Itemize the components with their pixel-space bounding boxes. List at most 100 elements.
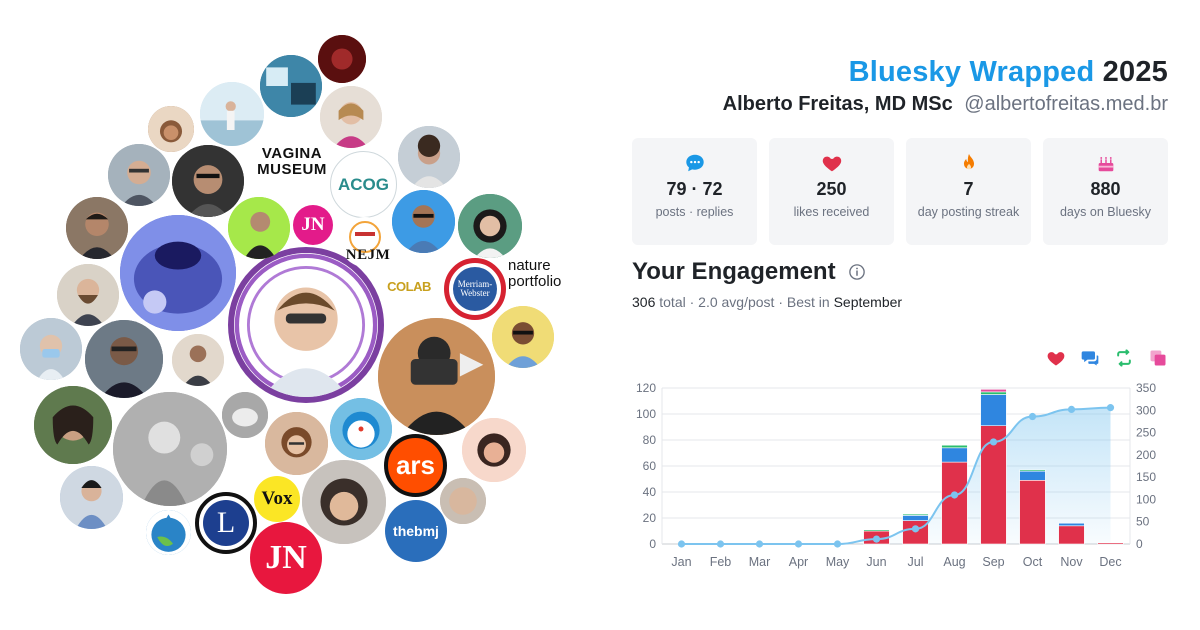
avatar-globe[interactable] bbox=[146, 510, 191, 555]
legend-repost-icon[interactable] bbox=[1114, 348, 1134, 368]
avatar-old-photo[interactable] bbox=[113, 392, 227, 506]
avatar-pink-woman[interactable] bbox=[320, 86, 382, 148]
legend-reply-icon[interactable] bbox=[1080, 348, 1100, 368]
bar-segment-reposts bbox=[1019, 469, 1046, 472]
cumulative-point bbox=[872, 535, 881, 543]
avatar-cluster: JN ars thebmj L Vox bbox=[20, 35, 562, 594]
avatar-curly-man[interactable] bbox=[398, 126, 460, 188]
avatar-glasses-blue[interactable] bbox=[392, 190, 455, 253]
bar-segment-reposts bbox=[863, 529, 890, 532]
avatar-beach-woman[interactable] bbox=[200, 82, 264, 146]
cumulative-point bbox=[950, 491, 959, 499]
avatar-vox[interactable]: Vox bbox=[254, 476, 300, 522]
bar-segment-replies bbox=[941, 447, 968, 463]
x-tick-label: May bbox=[826, 555, 850, 569]
y-right-tick-label: 350 bbox=[1136, 382, 1156, 395]
cumulative-point bbox=[989, 438, 998, 446]
avatar-main[interactable] bbox=[228, 247, 384, 403]
avatar-glasses-woman[interactable] bbox=[265, 412, 328, 475]
avatar-collage[interactable] bbox=[260, 55, 322, 117]
avatar-cartoon-woman[interactable] bbox=[462, 418, 526, 482]
stat-days: 880 days on Bluesky bbox=[1043, 138, 1168, 245]
y-left-tick-label: 40 bbox=[643, 485, 657, 499]
y-left-tick-label: 120 bbox=[636, 382, 656, 395]
avatar-cartoon-girl[interactable] bbox=[148, 106, 194, 152]
y-right-tick-label: 250 bbox=[1136, 426, 1156, 440]
avatar-merriam-webster[interactable]: Merriam- Webster bbox=[444, 258, 506, 320]
heart-icon bbox=[822, 156, 841, 172]
y-right-tick-label: 200 bbox=[1136, 448, 1156, 462]
avatar-acog[interactable]: ACOG bbox=[330, 151, 397, 218]
avatar-yellow-man[interactable] bbox=[492, 306, 554, 368]
y-right-tick-label: 150 bbox=[1136, 470, 1156, 484]
colab-logo[interactable]: COLAB bbox=[387, 279, 431, 294]
brand-title: Bluesky Wrapped bbox=[848, 56, 1095, 88]
bar-segment-reposts bbox=[941, 444, 968, 449]
x-tick-label: Jul bbox=[908, 555, 924, 569]
y-left-tick-label: 0 bbox=[649, 537, 656, 551]
avatar-bald-man-green[interactable] bbox=[228, 197, 290, 259]
avatar-glasses-man[interactable] bbox=[108, 144, 170, 206]
avatar-ars[interactable]: ars bbox=[384, 434, 447, 497]
y-right-tick-label: 300 bbox=[1136, 403, 1156, 417]
x-tick-label: Aug bbox=[943, 555, 965, 569]
avatar-mask-woman[interactable] bbox=[20, 318, 82, 380]
avatar-camera-man[interactable] bbox=[378, 318, 495, 435]
x-tick-label: Sep bbox=[982, 555, 1004, 569]
ars-logo-text: ars bbox=[395, 450, 436, 480]
stat-likes: 250 likes received bbox=[769, 138, 894, 245]
bar-segment-replies bbox=[1058, 522, 1085, 527]
y-left-tick-label: 20 bbox=[643, 511, 657, 525]
nejm-logo-text: NEJM bbox=[345, 247, 391, 263]
avatar-doraemon[interactable] bbox=[330, 398, 392, 460]
info-icon[interactable] bbox=[848, 263, 866, 281]
avatar-nejm[interactable] bbox=[340, 217, 390, 267]
avatar-blue-glass[interactable] bbox=[120, 215, 236, 331]
stat-streak-value: 7 bbox=[963, 179, 974, 199]
avatar-woman-striped[interactable] bbox=[60, 466, 123, 529]
legend-heart-icon[interactable] bbox=[1046, 348, 1066, 368]
vox-logo-text: Vox bbox=[261, 488, 293, 509]
y-right-tick-label: 100 bbox=[1136, 492, 1156, 506]
avatar-computer-man[interactable] bbox=[172, 334, 224, 386]
bar-segment-likes bbox=[1097, 542, 1124, 545]
display-name: Alberto Freitas, MD MSc bbox=[722, 93, 953, 115]
engagement-chart: 0 20 40 60 80 100 120 0 50 100 150 200 250 300 350 Jan F… bbox=[636, 382, 1156, 569]
bar-segment-replies bbox=[980, 394, 1007, 427]
l-logo-text: L bbox=[203, 500, 249, 546]
user-handle[interactable]: @albertofreitas.med.br bbox=[964, 93, 1168, 115]
chart-legend bbox=[1046, 348, 1168, 368]
bar-segment-likes bbox=[1019, 480, 1046, 545]
legend-quote-icon[interactable] bbox=[1148, 348, 1168, 368]
avatar-bearded-man[interactable] bbox=[57, 264, 119, 326]
speech-bubble-icon bbox=[685, 154, 704, 172]
avatar-red-portrait[interactable] bbox=[318, 35, 366, 83]
x-tick-label: Oct bbox=[1023, 555, 1043, 569]
user-line: Alberto Freitas, MD MSc @albertofreitas.… bbox=[632, 93, 1168, 116]
avatar-hat-man[interactable] bbox=[172, 145, 244, 217]
y-left-tick-label: 80 bbox=[643, 433, 657, 447]
avatar-curly-woman[interactable] bbox=[302, 460, 386, 544]
cumulative-point bbox=[1067, 405, 1076, 413]
flame-icon bbox=[963, 153, 974, 170]
cumulative-area bbox=[681, 407, 1111, 544]
avatar-face-closeup[interactable] bbox=[440, 478, 486, 524]
avatar-thebmj[interactable]: thebmj bbox=[385, 500, 447, 562]
avatar-jn-small[interactable]: JN bbox=[293, 205, 333, 245]
stat-posts: 79 · 72 posts · replies bbox=[632, 138, 757, 245]
avatar-l-logo[interactable]: L bbox=[195, 492, 257, 554]
bar-segment-replies bbox=[902, 515, 929, 521]
avatar-dog-bw[interactable] bbox=[222, 392, 268, 438]
wrapped-panel: Bluesky Wrapped 2025 Alberto Freitas, MD… bbox=[632, 56, 1168, 569]
avatar-woman-green[interactable] bbox=[34, 386, 112, 464]
nature-portfolio-logo[interactable]: nature portfolio bbox=[508, 257, 562, 290]
x-tick-label: Dec bbox=[1099, 555, 1121, 569]
avatar-smiling-man[interactable] bbox=[66, 197, 128, 259]
cumulative-point bbox=[716, 540, 725, 548]
vagina-museum-logo[interactable]: VAGINA MUSEUM bbox=[257, 145, 327, 178]
avatar-dark-hair-woman[interactable] bbox=[458, 194, 522, 258]
y-left-tick-label: 100 bbox=[636, 407, 656, 421]
avatar-suit-man[interactable] bbox=[85, 320, 163, 398]
avatar-jn-large[interactable]: JN bbox=[250, 522, 322, 594]
bar-segment-replies bbox=[1019, 470, 1046, 481]
